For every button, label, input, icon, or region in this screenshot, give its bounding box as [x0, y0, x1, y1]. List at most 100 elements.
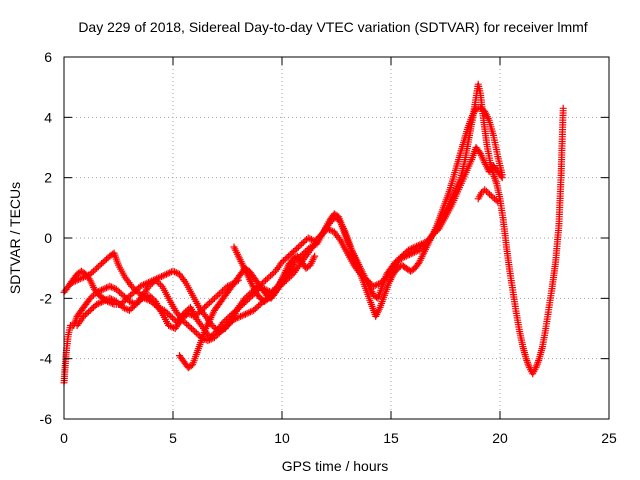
data-point: [181, 319, 189, 326]
data-point: [170, 324, 177, 332]
data-point: [484, 189, 492, 197]
data-point: [98, 286, 106, 294]
data-point: [76, 275, 84, 283]
data-point: [229, 309, 237, 317]
data-point: [88, 293, 96, 301]
data-point: [163, 270, 170, 278]
data-point: [270, 269, 278, 277]
data-point: [409, 249, 417, 257]
data-point: [286, 251, 294, 259]
data-point: [399, 254, 407, 262]
data-point: [101, 285, 109, 292]
data-point: [237, 302, 245, 310]
series-trace-3: [67, 144, 506, 342]
y-tick-label: -6: [40, 411, 53, 427]
data-point: [412, 248, 420, 256]
data-point: [128, 290, 136, 298]
data-point: [221, 317, 229, 325]
data-point: [103, 255, 110, 263]
data-point: [106, 282, 114, 290]
data-point: [101, 257, 109, 265]
data-point: [93, 300, 101, 308]
data-point: [209, 296, 217, 304]
data-point: [67, 279, 74, 287]
data-point: [219, 319, 227, 326]
data-point: [283, 254, 291, 262]
data-point: [210, 334, 218, 342]
data-point: [179, 317, 187, 325]
x-tick-label: 0: [60, 430, 68, 446]
data-point: [256, 300, 264, 308]
data-point: [301, 237, 309, 245]
data-point: [142, 295, 150, 303]
data-point: [202, 302, 210, 310]
data-point: [120, 297, 128, 305]
data-point: [151, 300, 158, 308]
y-tick-label: -2: [40, 290, 53, 306]
data-point: [487, 192, 495, 200]
data-point: [158, 273, 166, 280]
data-point: [117, 290, 125, 298]
data-point: [404, 251, 412, 259]
data-point: [99, 285, 107, 293]
data-point: [235, 313, 243, 321]
data-point: [289, 248, 297, 256]
data-point: [114, 287, 122, 295]
data-point: [186, 323, 194, 331]
data-point: [486, 190, 494, 198]
data-point: [183, 306, 191, 314]
data-point: [219, 287, 227, 295]
data-point: [226, 312, 234, 320]
data-point: [291, 264, 299, 272]
data-point: [147, 281, 155, 289]
data-point: [239, 300, 247, 308]
data-point: [245, 294, 253, 302]
data-point: [94, 263, 102, 271]
data-point: [124, 306, 132, 314]
data-point: [478, 189, 485, 197]
data-point: [112, 297, 120, 305]
data-point: [481, 186, 489, 194]
data-point: [299, 239, 307, 246]
data-point: [417, 245, 425, 253]
data-point: [170, 316, 178, 323]
data-point: [96, 299, 104, 307]
data-point: [166, 322, 174, 330]
data-point: [123, 294, 131, 302]
x-tick-label: 20: [492, 430, 508, 446]
chart-title: Day 229 of 2018, Sidereal Day-to-day VTE…: [78, 19, 587, 35]
data-point: [144, 296, 152, 304]
data-point: [220, 325, 228, 332]
data-point: [94, 300, 102, 308]
data-point: [406, 251, 413, 259]
data-point: [227, 311, 235, 319]
data-point: [107, 295, 115, 303]
data-point: [154, 303, 162, 311]
data-point: [184, 322, 192, 329]
data-point: [212, 293, 220, 301]
data-point: [253, 303, 261, 311]
data-point: [85, 308, 92, 316]
data-point: [167, 312, 175, 320]
data-point: [304, 234, 312, 242]
data-point: [159, 272, 167, 280]
data-point: [161, 271, 169, 279]
data-point: [217, 328, 225, 335]
data-point: [237, 312, 245, 320]
data-point: [559, 104, 567, 112]
data-point: [224, 314, 232, 322]
data-point: [86, 294, 94, 302]
data-point: [149, 299, 157, 307]
data-point: [204, 337, 212, 345]
data-point: [88, 269, 96, 277]
data-point: [160, 306, 168, 314]
data-point: [83, 309, 91, 317]
data-point: [267, 272, 275, 280]
data-point: [255, 302, 263, 310]
data-point: [214, 291, 222, 299]
data-point: [129, 303, 137, 311]
data-point: [153, 278, 161, 286]
x-tick-label: 10: [274, 430, 290, 446]
y-tick-label: 4: [44, 109, 52, 125]
